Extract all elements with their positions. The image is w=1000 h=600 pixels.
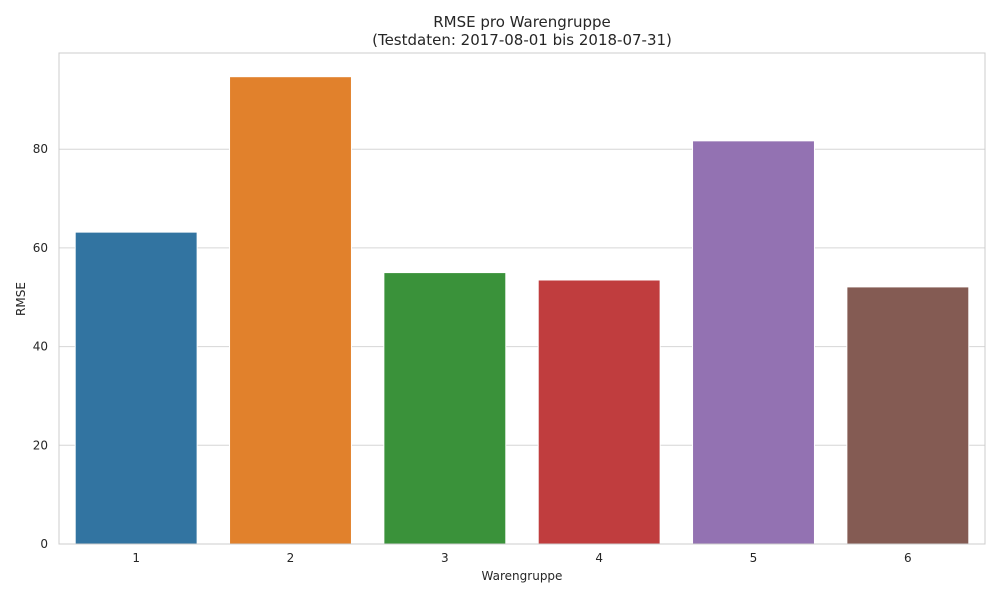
y-tick-label: 40 (33, 340, 48, 354)
x-tick-label: 5 (750, 551, 758, 565)
x-tick-label: 1 (132, 551, 140, 565)
y-gridlines (59, 148, 985, 545)
x-tick-label: 2 (287, 551, 295, 565)
bar-warengruppe-3 (383, 272, 507, 545)
bar-warengruppe-1 (74, 231, 198, 545)
bar-warengruppe-5 (692, 140, 815, 545)
y-tick-labels: 0 20 40 60 80 (33, 142, 48, 551)
bars (74, 76, 970, 545)
plot-area-frame (58, 52, 986, 545)
x-tick-label: 3 (441, 551, 449, 565)
bar-warengruppe-4 (537, 279, 661, 545)
y-tick-label: 20 (33, 438, 48, 452)
chart-title: RMSE pro Warengruppe (433, 13, 611, 31)
y-tick-label: 60 (33, 241, 48, 255)
x-axis-label: Warengruppe (482, 569, 563, 583)
bar-warengruppe-6 (846, 286, 970, 545)
x-tick-labels: 1 2 3 4 5 6 (132, 551, 911, 565)
x-tick-label: 6 (904, 551, 912, 565)
bar-warengruppe-2 (229, 76, 352, 545)
y-tick-label: 0 (40, 537, 48, 551)
y-tick-label: 80 (33, 142, 48, 156)
y-axis-label: RMSE (14, 282, 28, 316)
x-tick-label: 4 (595, 551, 603, 565)
chart-subtitle: (Testdaten: 2017-08-01 bis 2018-07-31) (372, 31, 672, 49)
